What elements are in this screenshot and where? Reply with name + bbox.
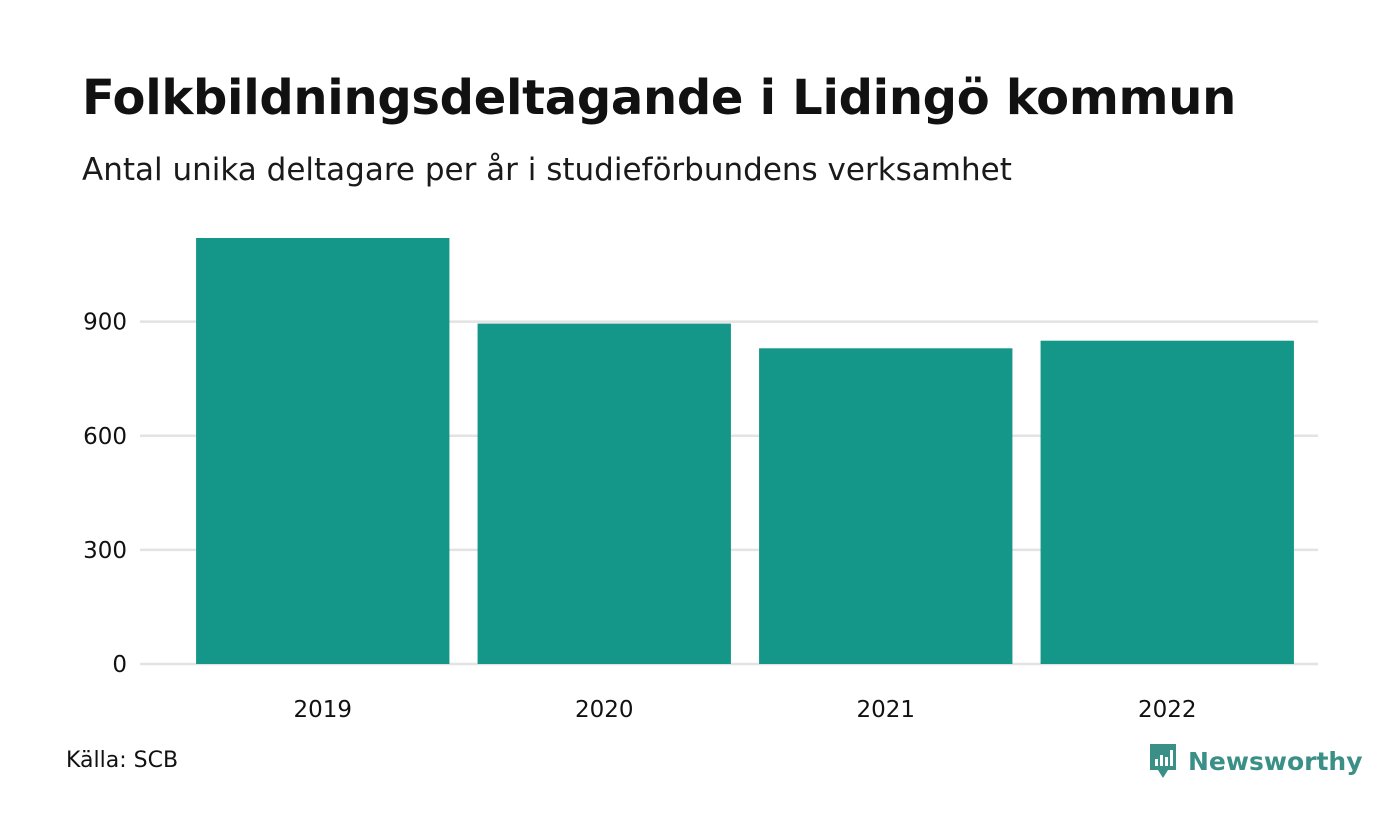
x-tick-label-2021: 2021 [856,697,915,723]
source-note: Källa: SCB [66,748,179,773]
bar-2021 [759,348,1013,664]
x-axis-ticks: 2019 2020 2021 2022 [293,697,1196,723]
y-tick-label: 900 [83,310,127,336]
bar-2020 [477,323,731,664]
chart-subtitle: Antal unika deltagare per år i studieför… [82,152,1012,188]
bar-2019 [196,238,450,664]
y-tick-label: 600 [83,424,127,450]
brand-logo: Newsworthy [1148,742,1363,780]
newsworthy-chart-icon [1150,744,1176,778]
y-tick-label: 300 [83,538,127,564]
x-tick-label-2022: 2022 [1138,697,1197,723]
chart-title: Folkbildningsdeltagande i Lidingö kommun [82,70,1237,126]
bar-2022 [1040,340,1294,664]
x-tick-label-2020: 2020 [575,697,634,723]
brand-name: Newsworthy [1188,746,1363,776]
y-axis-ticks: 0 300 600 900 [83,310,127,678]
bars [196,238,1294,664]
x-tick-label-2019: 2019 [293,697,352,723]
y-tick-label: 0 [112,652,127,678]
